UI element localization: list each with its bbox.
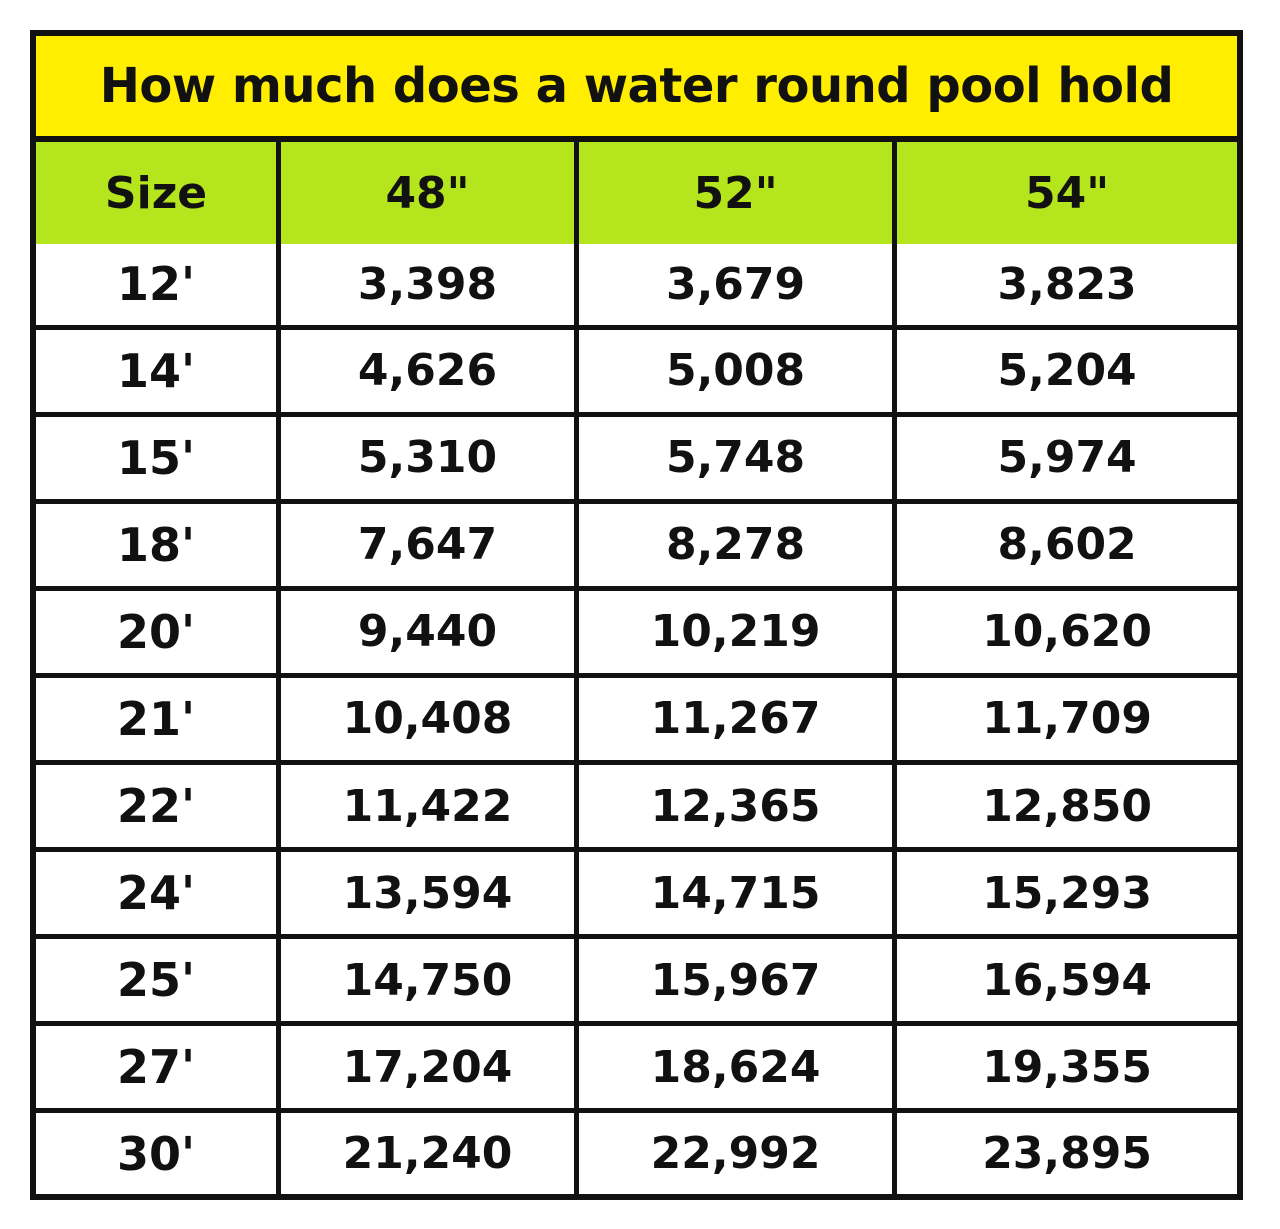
value-48-inch: 21,240 (276, 1108, 579, 1194)
size-cell: 21' (36, 672, 282, 766)
header-size: Size (36, 142, 282, 244)
size-cell: 12' (36, 244, 282, 330)
value-48-inch: 11,422 (276, 759, 579, 853)
size-cell: 18' (36, 498, 282, 591)
value-48-inch: 10,408 (276, 672, 579, 766)
value-52-inch: 14,715 (573, 847, 898, 940)
value-54-inch: 11,709 (892, 672, 1237, 766)
value-52-inch: 12,365 (573, 759, 898, 853)
table-row: 12' 3,398 3,679 3,823 (36, 244, 1237, 330)
table-row: 21' 10,408 11,267 11,709 (36, 672, 1237, 766)
table-row: 14' 4,626 5,008 5,204 (36, 324, 1237, 417)
value-54-inch: 15,293 (892, 847, 1237, 940)
size-cell: 27' (36, 1021, 282, 1114)
value-54-inch: 19,355 (892, 1021, 1237, 1114)
header-row: Size 48" 52" 54" (36, 142, 1237, 244)
value-54-inch: 23,895 (892, 1108, 1237, 1194)
size-cell: 20' (36, 585, 282, 678)
header-48-inch: 48" (276, 142, 579, 244)
table-row: 24' 13,594 14,715 15,293 (36, 847, 1237, 940)
value-54-inch: 8,602 (892, 498, 1237, 591)
value-48-inch: 7,647 (276, 498, 579, 591)
value-52-inch: 5,748 (573, 411, 898, 504)
value-48-inch: 5,310 (276, 411, 579, 504)
value-52-inch: 15,967 (573, 934, 898, 1027)
value-52-inch: 5,008 (573, 324, 898, 417)
table-row: 22' 11,422 12,365 12,850 (36, 759, 1237, 853)
pool-volume-table: Size 48" 52" 54" 12' 3,398 3,679 3,823 14' 4,… (36, 142, 1237, 1194)
table-row: 25' 14,750 15,967 16,594 (36, 934, 1237, 1027)
value-48-inch: 17,204 (276, 1021, 579, 1114)
size-cell: 30' (36, 1108, 282, 1194)
size-cell: 15' (36, 411, 282, 504)
value-52-inch: 8,278 (573, 498, 898, 591)
value-48-inch: 9,440 (276, 585, 579, 678)
value-54-inch: 3,823 (892, 244, 1237, 330)
table-title: How much does a water round pool hold (99, 58, 1174, 114)
size-cell: 14' (36, 324, 282, 417)
value-52-inch: 22,992 (573, 1108, 898, 1194)
title-bar: How much does a water round pool hold (36, 36, 1237, 142)
value-52-inch: 11,267 (573, 672, 898, 766)
value-54-inch: 16,594 (892, 934, 1237, 1027)
value-48-inch: 4,626 (276, 324, 579, 417)
value-48-inch: 13,594 (276, 847, 579, 940)
size-cell: 25' (36, 934, 282, 1027)
value-54-inch: 10,620 (892, 585, 1237, 678)
table-row: 20' 9,440 10,219 10,620 (36, 585, 1237, 678)
value-48-inch: 3,398 (276, 244, 579, 330)
pool-volume-table-frame: How much does a water round pool hold Si… (30, 30, 1243, 1200)
header-54-inch: 54" (892, 142, 1237, 244)
value-54-inch: 12,850 (892, 759, 1237, 853)
value-48-inch: 14,750 (276, 934, 579, 1027)
size-cell: 22' (36, 759, 282, 853)
table-row: 30' 21,240 22,992 23,895 (36, 1108, 1237, 1194)
table-row: 27' 17,204 18,624 19,355 (36, 1021, 1237, 1114)
header-52-inch: 52" (573, 142, 898, 244)
table-body: 12' 3,398 3,679 3,823 14' 4,626 5,008 5,204 15' 5… (36, 244, 1237, 1194)
value-52-inch: 3,679 (573, 244, 898, 330)
value-54-inch: 5,204 (892, 324, 1237, 417)
value-52-inch: 10,219 (573, 585, 898, 678)
table-row: 18' 7,647 8,278 8,602 (36, 498, 1237, 591)
value-52-inch: 18,624 (573, 1021, 898, 1114)
size-cell: 24' (36, 847, 282, 940)
table-row: 15' 5,310 5,748 5,974 (36, 411, 1237, 504)
value-54-inch: 5,974 (892, 411, 1237, 504)
